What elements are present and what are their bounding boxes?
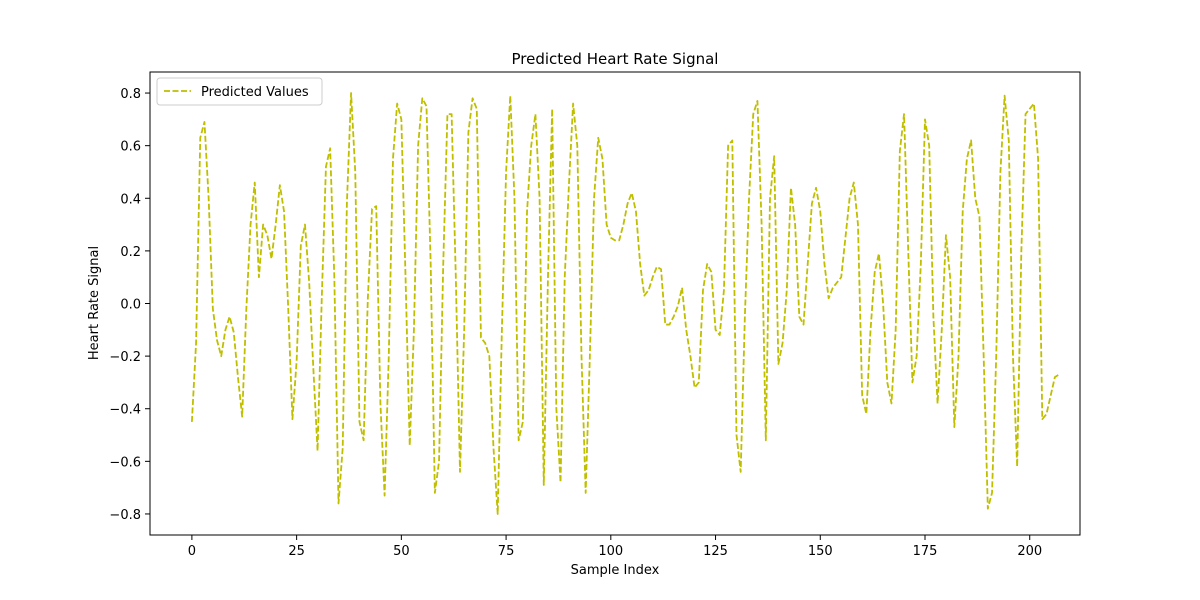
chart-title: Predicted Heart Rate Signal: [512, 50, 719, 68]
x-tick-label: 100: [598, 544, 623, 559]
x-tick-label: 150: [808, 544, 833, 559]
y-tick-label: 0.8: [120, 87, 141, 102]
x-tick-label: 125: [703, 544, 728, 559]
y-tick-label: 0.4: [120, 192, 141, 207]
x-tick-label: 25: [288, 544, 305, 559]
legend: Predicted Values: [156, 77, 323, 106]
y-tick-label: 0.2: [120, 245, 141, 260]
y-tick-label: −0.8: [109, 508, 141, 523]
x-tick-label: 200: [1017, 544, 1042, 559]
x-tick-label: 0: [188, 544, 196, 559]
x-tick-label: 75: [498, 544, 515, 559]
plot-frame: [149, 71, 1081, 536]
legend-label: Predicted Values: [201, 85, 309, 100]
x-tick-label: 50: [393, 544, 410, 559]
x-axis-ticks: 0 25 50 75 100 125 150 175 200: [188, 535, 1042, 559]
series-line-predicted-values: [190, 92, 1060, 515]
plot-area: [149, 71, 1081, 536]
x-tick-label: 175: [913, 544, 938, 559]
y-tick-label: 0.6: [120, 140, 141, 155]
legend-box: [156, 77, 323, 106]
y-tick-label: −0.2: [109, 350, 141, 365]
y-tick-label: −0.4: [109, 403, 141, 418]
y-tick-label: −0.6: [109, 455, 141, 470]
y-tick-label: 0.0: [120, 298, 141, 313]
y-axis-ticks: −0.8 −0.6 −0.4 −0.2 0.0 0.2 0.4 0.6 0.8: [109, 87, 150, 523]
x-axis-label: Sample Index: [571, 563, 660, 578]
y-axis-label: Heart Rate Signal: [87, 246, 102, 360]
